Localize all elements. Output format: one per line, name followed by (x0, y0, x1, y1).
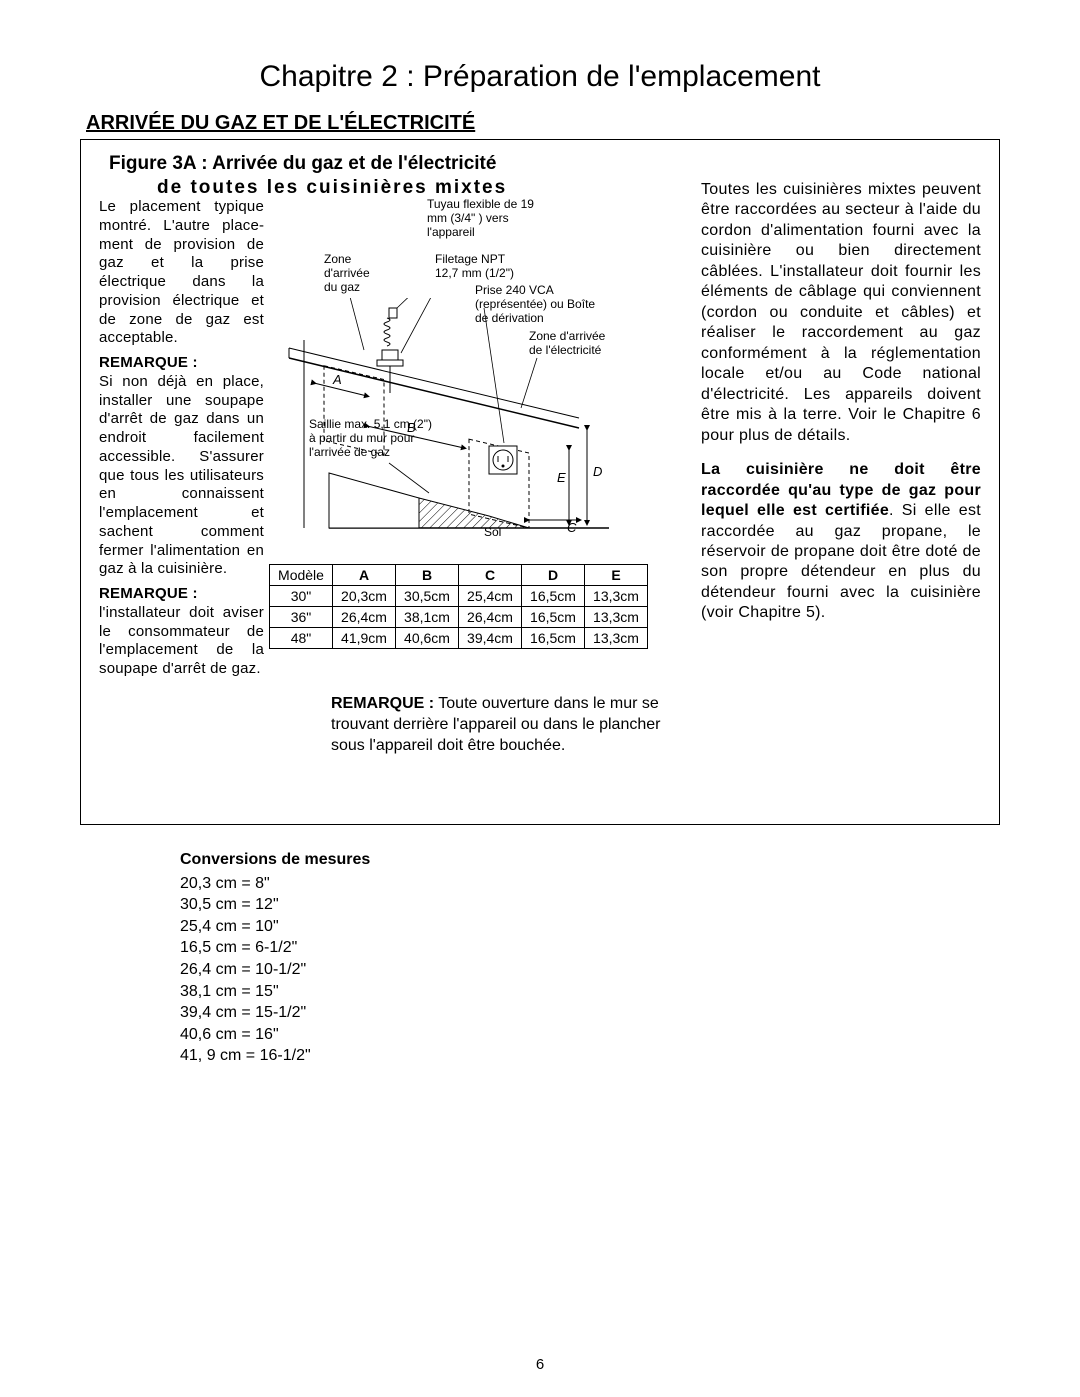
conversion-row: 40,6 cm = 16" (180, 1024, 1000, 1046)
cell: 16,5cm (522, 628, 585, 649)
right-text-column: Toutes les cuisinières mixtes peuvent êt… (701, 180, 981, 638)
th-A: A (333, 565, 396, 586)
technical-diagram: A B C D E (269, 298, 644, 558)
th-model: Modèle (270, 565, 333, 586)
cell: 38,1cm (396, 607, 459, 628)
section-heading: ARRIVÉE DU GAZ ET DE L'ÉLECTRICITÉ (86, 112, 1000, 135)
cell: 41,9cm (333, 628, 396, 649)
cell: 13,3cm (585, 628, 648, 649)
right-paragraph-1: Toutes les cuisinières mixtes peuvent êt… (701, 180, 981, 446)
cell: 40,6cm (396, 628, 459, 649)
table-note: REMARQUE : Toute ouverture dans le mur s… (331, 694, 661, 756)
left-text-column: Le placement typique montré. L'autre pla… (99, 198, 264, 685)
cell: 26,4cm (459, 607, 522, 628)
diagram-area: Tuyau flexible de 19 mm (3/4" ) vers l'a… (269, 198, 644, 553)
cell: 16,5cm (522, 586, 585, 607)
right-paragraph-2: La cuisinière ne doit être raccordée qu'… (701, 460, 981, 624)
flex-pipe-label: Tuyau flexible de 19 mm (3/4" ) vers l'a… (427, 198, 537, 239)
conversion-row: 39,4 cm = 15-1/2" (180, 1002, 1000, 1024)
page: Chapitre 2 : Préparation de l'emplacemen… (0, 0, 1080, 1397)
cell: 26,4cm (333, 607, 396, 628)
remark-2-text: l'installateur doit aviser le consommate… (99, 604, 264, 677)
table-row: 48" 41,9cm 40,6cm 39,4cm 16,5cm 13,3cm (270, 628, 648, 649)
dim-D: D (593, 464, 602, 479)
conversions-block: Conversions de mesures 20,3 cm = 8" 30,5… (180, 849, 1000, 1067)
dim-A: A (332, 372, 342, 387)
dimension-table: Modèle A B C D E 30" 20,3cm 30,5cm 25,4c… (269, 564, 648, 649)
cell: 16,5cm (522, 607, 585, 628)
left-paragraph-1: Le placement typique montré. L'autre pla… (99, 198, 264, 348)
content-box: Figure 3A : Arrivée du gaz et de l'élect… (80, 139, 1000, 825)
th-E: E (585, 565, 648, 586)
cell: 48" (270, 628, 333, 649)
conversion-row: 41, 9 cm = 16-1/2" (180, 1045, 1000, 1067)
cell: 39,4cm (459, 628, 522, 649)
cell: 30,5cm (396, 586, 459, 607)
npt-label: Filetage NPT 12,7 mm (1/2") (435, 253, 530, 281)
conversion-row: 38,1 cm = 15" (180, 981, 1000, 1003)
th-D: D (522, 565, 585, 586)
gas-zone-label: Zone d'arrivée du gaz (324, 253, 379, 294)
remark-1-text: Si non déjà en place, installer une soup… (99, 373, 264, 578)
conversions-title: Conversions de mesures (180, 849, 1000, 871)
page-number: 6 (0, 1356, 1080, 1373)
cell: 13,3cm (585, 586, 648, 607)
th-C: C (459, 565, 522, 586)
figure-caption-line1: Figure 3A : Arrivée du gaz et de l'élect… (109, 153, 496, 174)
right-p2-rest: . Si elle est raccordée au gaz propane, … (701, 502, 981, 621)
th-B: B (396, 565, 459, 586)
cell: 25,4cm (459, 586, 522, 607)
cell: 36" (270, 607, 333, 628)
table-header-row: Modèle A B C D E (270, 565, 648, 586)
conversion-row: 30,5 cm = 12" (180, 894, 1000, 916)
cell: 20,3cm (333, 586, 396, 607)
conversion-row: 20,3 cm = 8" (180, 873, 1000, 895)
table-note-bold: REMARQUE : (331, 695, 434, 712)
cell: 30" (270, 586, 333, 607)
dim-E: E (557, 470, 566, 485)
conversion-row: 26,4 cm = 10-1/2" (180, 959, 1000, 981)
chapter-title: Chapitre 2 : Préparation de l'emplacemen… (80, 60, 1000, 94)
cell: 13,3cm (585, 607, 648, 628)
conversion-row: 25,4 cm = 10" (180, 916, 1000, 938)
dim-B: B (407, 420, 416, 435)
table-row: 30" 20,3cm 30,5cm 25,4cm 16,5cm 13,3cm (270, 586, 648, 607)
remark-1-label: REMARQUE : (99, 354, 198, 371)
conversion-row: 16,5 cm = 6-1/2" (180, 937, 1000, 959)
remark-2-label: REMARQUE : (99, 585, 198, 602)
table-row: 36" 26,4cm 38,1cm 26,4cm 16,5cm 13,3cm (270, 607, 648, 628)
